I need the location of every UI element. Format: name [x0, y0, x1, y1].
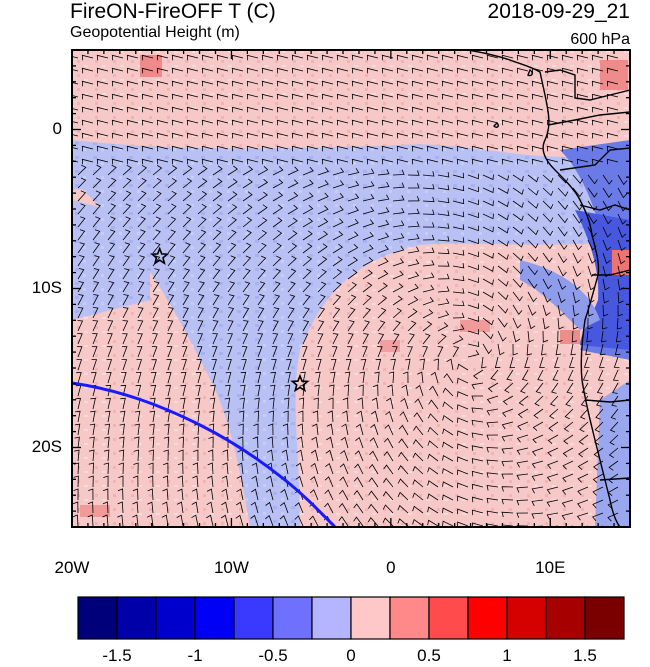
colorbar-swatch: [506, 596, 547, 640]
colorbar-swatch: [116, 596, 157, 640]
colorbar-swatch: [311, 596, 352, 640]
map-subtitle: Geopotential Height (m): [70, 24, 240, 41]
colorbar-swatch: [428, 596, 469, 640]
colorbar-tick-label: -1: [187, 646, 203, 665]
colorbar-swatch: [584, 596, 625, 640]
colorbar-tick-label: 1.5: [573, 646, 597, 665]
colorbar-swatch: [467, 596, 508, 640]
colorbar-swatch: [272, 596, 313, 640]
x-tick-label: 0: [386, 558, 396, 577]
colorbar-swatch: [545, 596, 586, 640]
colorbar-swatch: [389, 596, 430, 640]
coastline: [467, 50, 630, 527]
colorbar-swatch: [155, 596, 196, 640]
colorbar-tick-label: 1: [502, 646, 512, 665]
colorbar-tick-label: -1.5: [102, 646, 132, 665]
star-marker-2-icon: [290, 373, 310, 393]
temperature-field: [72, 50, 630, 527]
axis-ticks: [71, 49, 631, 528]
pressure-level: 600 hPa: [570, 31, 630, 48]
y-tick-label: 10S: [31, 277, 62, 297]
y-tick-label: 20S: [31, 436, 62, 456]
colorbar-swatch: [350, 596, 391, 640]
colorbar-tick-label: -0.5: [258, 646, 288, 665]
geopotential-contour: [72, 381, 337, 527]
map-timestamp: 2018-09-29_21: [487, 0, 630, 23]
colorbar: [77, 596, 625, 640]
colorbar-tick-label: 0: [346, 646, 356, 665]
x-tick-label: 10W: [213, 558, 249, 577]
y-tick-label: 0: [52, 118, 62, 138]
colorbar-swatch: [194, 596, 235, 640]
wind-barbs: [72, 54, 628, 527]
x-tick-label: 10E: [535, 558, 566, 577]
colorbar-swatch: [77, 596, 118, 640]
colorbar-swatch: [233, 596, 274, 640]
colorbar-tick-label: 0.5: [417, 646, 441, 665]
map-title: FireON-FireOFF T (C): [70, 0, 276, 23]
star-marker-1-icon: [150, 246, 170, 265]
markers-layer: [150, 246, 310, 393]
x-tick-label: 20W: [54, 558, 90, 577]
